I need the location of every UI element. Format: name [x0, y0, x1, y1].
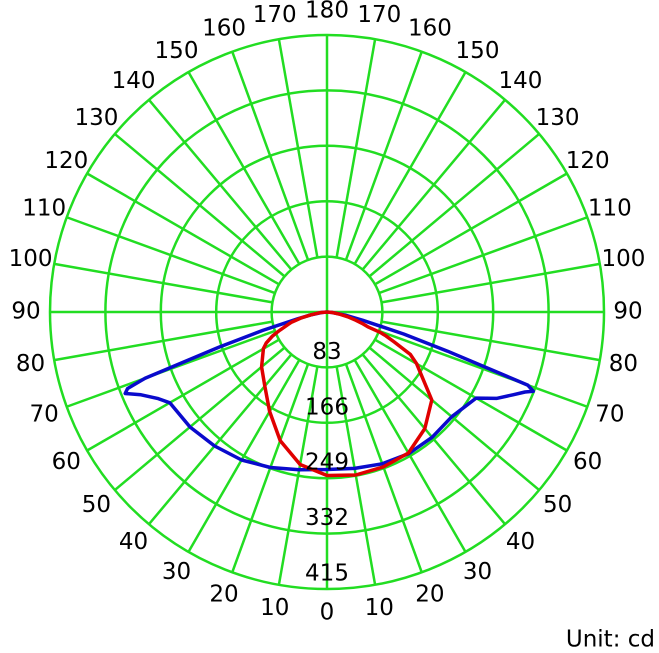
angle-label: 30	[162, 559, 191, 585]
grid-spoke	[378, 329, 588, 408]
angle-label: 10	[365, 595, 394, 621]
angle-label: 130	[74, 105, 118, 131]
grid-spoke	[378, 216, 588, 295]
angle-label: 170	[253, 2, 297, 28]
angle-label: 160	[408, 16, 452, 42]
angle-label: 100	[9, 246, 53, 272]
grid-spoke	[187, 359, 301, 553]
grid-spoke	[374, 172, 568, 286]
grid-spoke	[335, 38, 377, 258]
angle-label: 90	[613, 299, 642, 325]
angle-label: 40	[119, 529, 148, 555]
angle-label: 90	[11, 299, 40, 325]
angle-label: 10	[260, 595, 289, 621]
angle-label: 120	[44, 148, 88, 174]
radial-label: 166	[305, 394, 349, 420]
grid-spoke	[187, 71, 301, 265]
angle-label: 140	[499, 68, 543, 94]
angle-label: 110	[588, 196, 632, 222]
grid-spoke	[231, 51, 310, 261]
grid-spoke	[147, 99, 293, 271]
angle-label: 60	[573, 449, 602, 475]
angle-label: 80	[16, 351, 45, 377]
angle-label: 60	[52, 449, 81, 475]
unit-label: Unit: cd	[566, 627, 655, 653]
radial-label: 332	[305, 505, 349, 531]
grid-spoke	[368, 132, 540, 278]
grid-spoke	[361, 99, 507, 271]
angle-label: 150	[155, 38, 199, 64]
grid-spoke	[86, 172, 280, 286]
angle-label: 50	[543, 492, 572, 518]
grid-spoke	[374, 338, 568, 452]
grid-spoke	[66, 216, 276, 295]
radial-label: 83	[312, 339, 341, 365]
grid-spoke	[368, 346, 540, 492]
intensity-curve	[123, 310, 536, 472]
grid-spoke	[53, 320, 273, 362]
angle-label: 130	[536, 105, 580, 131]
angle-label: 20	[415, 581, 444, 607]
grid-spoke	[277, 38, 319, 258]
angle-label: 180	[305, 0, 349, 24]
grid-spoke	[114, 346, 286, 492]
angle-label: 0	[320, 600, 335, 626]
angle-label: 20	[209, 581, 238, 607]
angle-label: 150	[456, 38, 500, 64]
intensity-curve	[259, 310, 434, 478]
angle-label: 170	[357, 2, 401, 28]
grid-spoke	[361, 353, 507, 525]
grid-spoke	[353, 71, 467, 265]
grid-spoke	[381, 262, 601, 304]
angle-label: 80	[609, 351, 638, 377]
angle-label: 140	[112, 68, 156, 94]
grid-spoke	[147, 353, 293, 525]
grid-spoke	[344, 51, 423, 261]
grid-spoke	[381, 320, 601, 362]
angle-label: 100	[601, 246, 645, 272]
grid-spoke	[53, 262, 273, 304]
angle-label: 40	[506, 529, 535, 555]
radial-label: 415	[305, 561, 349, 587]
grid-spoke	[353, 359, 467, 553]
grid-spoke	[114, 132, 286, 278]
grid-spoke	[86, 338, 280, 452]
grid-spoke	[277, 366, 319, 586]
angle-label: 70	[30, 401, 59, 427]
angle-label: 110	[22, 196, 66, 222]
angle-label: 30	[463, 559, 492, 585]
radial-label: 249	[305, 450, 349, 476]
angle-label: 50	[82, 492, 111, 518]
angle-label: 160	[202, 16, 246, 42]
angle-label: 70	[595, 401, 624, 427]
angle-label: 120	[566, 148, 610, 174]
